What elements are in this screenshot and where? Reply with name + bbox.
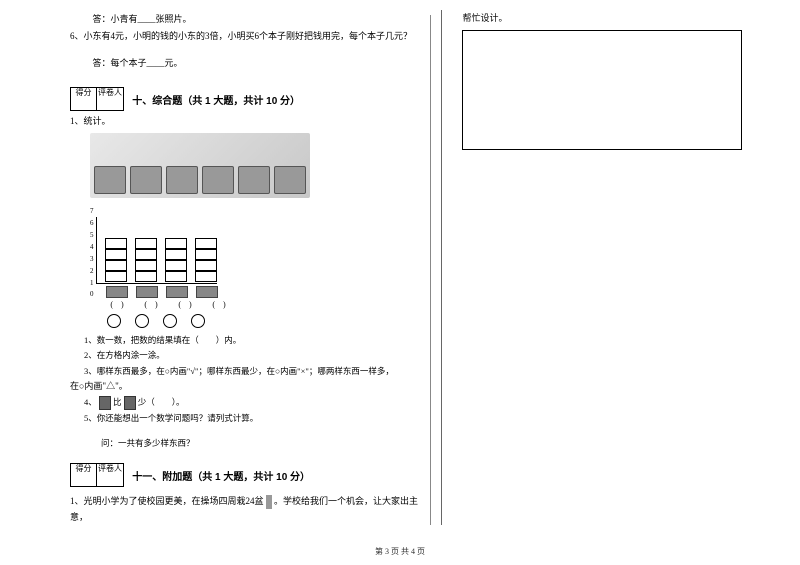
paren: ( ) bbox=[206, 298, 232, 312]
q11-1a: 1、光明小学为了使校园更美，在操场四周栽24盆 bbox=[70, 496, 264, 506]
q10-1: 1、统计。 bbox=[70, 114, 421, 129]
circle-row bbox=[107, 314, 421, 328]
sub4b: 比 bbox=[113, 397, 122, 407]
calculator-icon bbox=[99, 396, 111, 410]
chart-icons bbox=[106, 286, 421, 298]
sub4a: 4、 bbox=[84, 397, 97, 407]
sub-q5-ask: 问：一共有多少样东西？ bbox=[84, 436, 421, 450]
grader-cell: 评卷人 bbox=[97, 464, 123, 486]
ylab: 6 bbox=[90, 218, 94, 230]
answer-circle bbox=[135, 314, 149, 328]
ylab: 3 bbox=[90, 254, 94, 266]
item-icon bbox=[136, 286, 158, 298]
q6-text: 6、小东有4元，小明的钱的小东的3倍，小明买6个本子刚好把钱用完，每个本子几元？ bbox=[70, 29, 421, 44]
ylab: 1 bbox=[90, 278, 94, 290]
ylab: 7 bbox=[90, 206, 94, 218]
ylab: 4 bbox=[90, 242, 94, 254]
q11-1: 1、光明小学为了使校园更美，在操场四周栽24盆 。学校给我们一个机会，让大家出主… bbox=[70, 494, 421, 525]
score-box-11: 得分 评卷人 bbox=[70, 463, 124, 487]
paren: ( ) bbox=[172, 298, 198, 312]
sub-q2: 2、在方格内涂一涂。 bbox=[84, 348, 421, 362]
sub-q5: 5、你还能想出一个数学问题吗？请列式计算。 bbox=[84, 411, 421, 425]
answer-circle bbox=[107, 314, 121, 328]
help-design: 帮忙设计。 bbox=[462, 11, 750, 26]
bar-chart: 7 6 5 4 3 2 1 0 bbox=[90, 202, 421, 284]
item-icon bbox=[106, 286, 128, 298]
grader-cell: 评卷人 bbox=[97, 88, 123, 110]
sub-q3b: 在○内画"△"。 bbox=[70, 379, 421, 394]
flower-icon bbox=[266, 495, 272, 509]
sub-q1: 1、数一数，把数的结果填在（ ）内。 bbox=[84, 333, 421, 347]
chart-grid bbox=[96, 217, 217, 284]
ylab: 5 bbox=[90, 230, 94, 242]
section-10-title: 十、综合题（共 1 大题，共计 10 分） bbox=[132, 93, 300, 113]
item-icon bbox=[196, 286, 218, 298]
computers-image bbox=[90, 133, 310, 198]
score-cell: 得分 bbox=[71, 464, 97, 486]
paren: ( ) bbox=[138, 298, 164, 312]
column-divider bbox=[430, 15, 431, 525]
section-11-header: 得分 评卷人 十一、附加题（共 1 大题，共计 10 分） bbox=[70, 457, 421, 489]
section-10-header: 得分 评卷人 十、综合题（共 1 大题，共计 10 分） bbox=[70, 81, 421, 113]
answer-circle bbox=[163, 314, 177, 328]
y-axis: 7 6 5 4 3 2 1 0 bbox=[90, 206, 94, 284]
q5-answer: 答：小青有____张照片。 bbox=[70, 12, 421, 27]
answer-circle bbox=[191, 314, 205, 328]
left-column: 答：小青有____张照片。 6、小东有4元，小明的钱的小东的3倍，小明买6个本子… bbox=[70, 10, 421, 525]
sub-q3: 3、哪样东西最多，在○内画"√"；哪样东西最少，在○内画"×"；哪两样东西一样多… bbox=[84, 364, 421, 378]
score-cell: 得分 bbox=[71, 88, 97, 110]
sub4c: 少（ ）。 bbox=[138, 397, 185, 407]
ylab: 2 bbox=[90, 266, 94, 278]
paren-row: ( ) ( ) ( ) ( ) bbox=[104, 298, 421, 312]
right-column: 帮忙设计。 bbox=[441, 10, 750, 525]
design-box bbox=[462, 30, 742, 150]
paren: ( ) bbox=[104, 298, 130, 312]
ylab: 0 bbox=[90, 289, 94, 301]
score-box-10: 得分 评卷人 bbox=[70, 87, 124, 111]
section-11-title: 十一、附加题（共 1 大题，共计 10 分） bbox=[132, 469, 310, 489]
page-container: 答：小青有____张照片。 6、小东有4元，小明的钱的小东的3倍，小明买6个本子… bbox=[0, 0, 800, 535]
calculator-icon bbox=[124, 396, 136, 410]
sub-q4: 4、 比 少（ ）。 bbox=[84, 395, 421, 410]
item-icon bbox=[166, 286, 188, 298]
page-footer: 第 3 页 共 4 页 bbox=[0, 546, 800, 557]
q6-answer: 答：每个本子____元。 bbox=[70, 56, 421, 71]
